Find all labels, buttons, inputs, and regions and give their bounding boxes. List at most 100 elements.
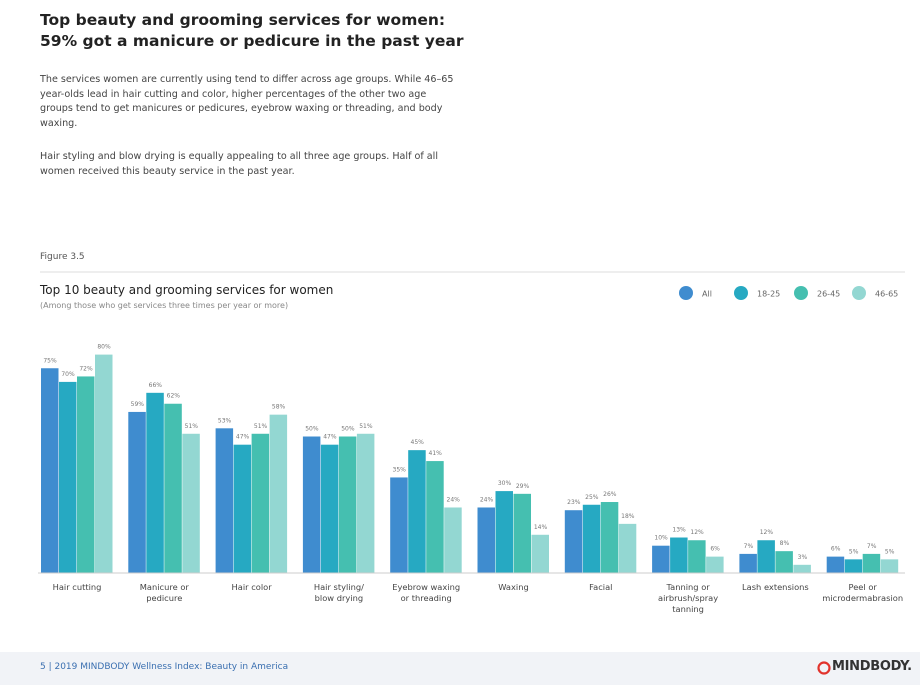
bar xyxy=(739,553,757,573)
value-label: 51% xyxy=(359,423,373,430)
value-label: 51% xyxy=(254,423,268,430)
bar xyxy=(444,507,462,573)
value-label: 5% xyxy=(849,548,859,555)
bar xyxy=(59,381,77,573)
bar xyxy=(338,436,357,573)
bar xyxy=(793,564,811,573)
page-title: Top beauty and grooming services for wom… xyxy=(40,11,464,50)
legend-label: All xyxy=(702,290,712,299)
value-label: 29% xyxy=(516,483,530,490)
x-tick-label: Eyebrow waxing or threading xyxy=(392,582,461,603)
bar xyxy=(41,368,59,573)
value-label: 41% xyxy=(429,450,443,457)
legend-label: 26-45 xyxy=(817,290,840,299)
bar xyxy=(128,411,146,573)
bar xyxy=(269,414,288,573)
legend-swatch xyxy=(794,286,808,300)
legend-swatch xyxy=(852,286,866,300)
bar xyxy=(477,507,495,573)
bar xyxy=(600,502,619,573)
value-label: 75% xyxy=(43,357,57,364)
value-label: 10% xyxy=(654,535,668,542)
bar xyxy=(706,556,724,573)
bar xyxy=(670,537,688,573)
value-label: 24% xyxy=(447,496,461,503)
bar xyxy=(426,461,444,573)
bar xyxy=(495,491,513,573)
value-label: 26% xyxy=(603,491,617,498)
x-tick-label: Peel or microdermabrasion xyxy=(822,582,904,603)
x-tick-label: Manicure or pedicure xyxy=(139,582,189,603)
value-label: 80% xyxy=(97,344,111,351)
value-label: 59% xyxy=(131,401,145,408)
bar xyxy=(775,551,793,573)
logo: MINDBODY. xyxy=(832,659,912,674)
value-label: 30% xyxy=(498,480,512,487)
value-label: 14% xyxy=(534,524,548,531)
bar xyxy=(215,428,234,573)
value-label: 12% xyxy=(690,529,704,536)
value-label: 8% xyxy=(780,540,790,547)
value-label: 72% xyxy=(79,365,93,372)
value-label: 12% xyxy=(760,529,774,536)
value-label: 58% xyxy=(272,404,286,411)
bar xyxy=(531,534,549,573)
bar xyxy=(356,433,375,573)
value-label: 47% xyxy=(323,434,337,441)
bar xyxy=(618,523,637,573)
value-label: 7% xyxy=(867,543,877,550)
bar xyxy=(77,376,95,573)
bar xyxy=(251,433,270,573)
value-label: 7% xyxy=(744,543,754,550)
value-label: 13% xyxy=(672,527,686,534)
value-label: 50% xyxy=(305,426,319,433)
bar xyxy=(880,559,899,573)
value-label: 62% xyxy=(167,393,181,400)
value-label: 6% xyxy=(710,546,720,553)
bar xyxy=(564,510,583,573)
bar xyxy=(862,553,881,573)
x-tick-label: Lash extensions xyxy=(742,582,809,592)
bar xyxy=(95,354,113,573)
footer xyxy=(0,652,920,685)
legend-swatch xyxy=(679,286,693,300)
legend-swatch xyxy=(734,286,748,300)
x-tick-label: Hair styling/ blow drying xyxy=(313,582,364,603)
value-label: 53% xyxy=(218,417,232,424)
value-label: 23% xyxy=(567,499,581,506)
value-label: 45% xyxy=(411,439,425,446)
bar xyxy=(688,540,706,573)
legend-label: 46-65 xyxy=(875,290,898,299)
bar xyxy=(233,444,252,573)
bar xyxy=(826,556,845,573)
paragraph: The services women are currently using t… xyxy=(40,74,454,129)
bar xyxy=(757,540,775,573)
value-label: 24% xyxy=(480,496,494,503)
value-label: 66% xyxy=(149,382,163,389)
chart-title: Top 10 beauty and grooming services for … xyxy=(40,283,334,297)
bar xyxy=(146,392,164,573)
x-tick-label: Hair color xyxy=(231,582,272,592)
bar xyxy=(390,477,408,573)
bar xyxy=(582,504,601,573)
value-label: 47% xyxy=(236,434,250,441)
x-tick-label: Facial xyxy=(589,582,613,592)
x-tick-label: Waxing xyxy=(498,582,529,592)
value-label: 6% xyxy=(831,546,841,553)
bar xyxy=(844,559,863,573)
bar xyxy=(320,444,339,573)
logo-icon xyxy=(817,661,831,675)
chart-subtitle: (Among those who get services three time… xyxy=(40,301,289,310)
value-label: 5% xyxy=(885,548,895,555)
value-label: 35% xyxy=(393,466,407,473)
bar xyxy=(408,450,426,573)
value-label: 3% xyxy=(798,554,808,561)
value-label: 51% xyxy=(185,423,199,430)
value-label: 25% xyxy=(585,494,599,501)
value-label: 50% xyxy=(341,426,355,433)
x-tick-label: Hair cutting xyxy=(52,582,102,592)
value-label: 70% xyxy=(61,371,75,378)
footer-text: 5 | 2019 MINDBODY Wellness Index: Beauty… xyxy=(40,662,289,672)
